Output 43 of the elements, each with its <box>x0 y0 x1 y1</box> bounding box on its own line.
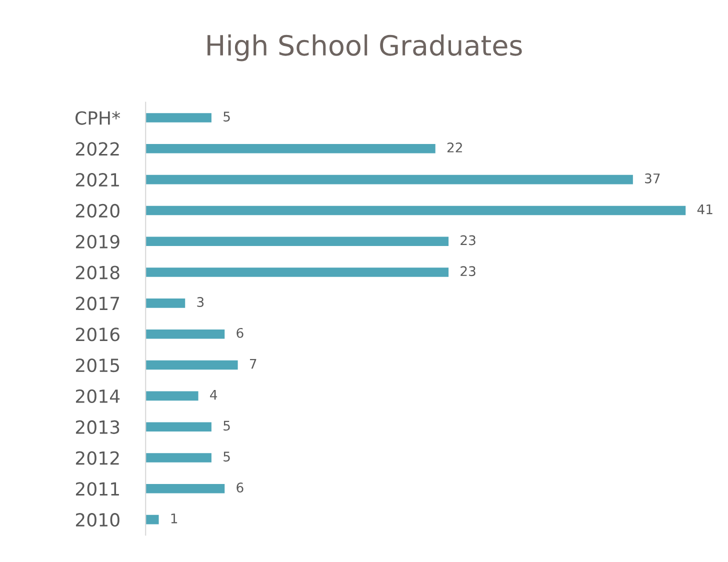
bar <box>146 298 186 308</box>
y-tick-label: 2014 <box>76 389 120 404</box>
bar <box>146 453 212 462</box>
bar <box>146 514 159 524</box>
y-tick-label: 2018 <box>76 266 120 280</box>
bar <box>146 236 449 246</box>
data-label: 5 <box>224 420 230 431</box>
data-label: 6 <box>236 328 244 338</box>
y-tick-label: CPH* <box>76 111 120 125</box>
y-tick-label: 2010 <box>76 513 120 527</box>
y-tick-label: 2021 <box>76 173 119 187</box>
data-label: 23 <box>460 235 476 246</box>
bar <box>146 422 212 432</box>
data-label: 1 <box>171 514 178 524</box>
y-tick-label: 2012 <box>76 451 119 465</box>
y-tick-label: 2016 <box>76 328 120 342</box>
bar <box>146 329 225 339</box>
data-label: 23 <box>460 266 476 276</box>
y-tick-label: 2015 <box>76 358 120 372</box>
y-tick-label: 2022 <box>76 142 119 156</box>
data-label: 6 <box>236 482 244 492</box>
data-label: 4 <box>210 390 218 400</box>
bar <box>146 113 212 122</box>
data-label: 3 <box>197 297 204 308</box>
bar <box>146 174 633 184</box>
bar <box>146 360 238 370</box>
data-label: 5 <box>224 112 230 122</box>
chart-title: High School Graduates <box>208 34 522 62</box>
bar <box>146 268 449 277</box>
y-tick-label: 2019 <box>76 234 120 248</box>
data-label: 7 <box>250 359 256 369</box>
data-label: 37 <box>645 173 660 184</box>
data-label: 22 <box>447 142 462 152</box>
y-tick-label: 2020 <box>76 204 120 218</box>
data-label: 41 <box>697 204 712 214</box>
bar <box>146 484 225 494</box>
data-label: 5 <box>224 452 230 462</box>
bar <box>146 391 198 401</box>
y-tick-label: 2011 <box>76 482 119 496</box>
y-tick-label: 2017 <box>76 296 120 310</box>
bar <box>146 144 436 154</box>
bar <box>146 206 686 216</box>
y-tick-label: 2013 <box>76 420 120 434</box>
